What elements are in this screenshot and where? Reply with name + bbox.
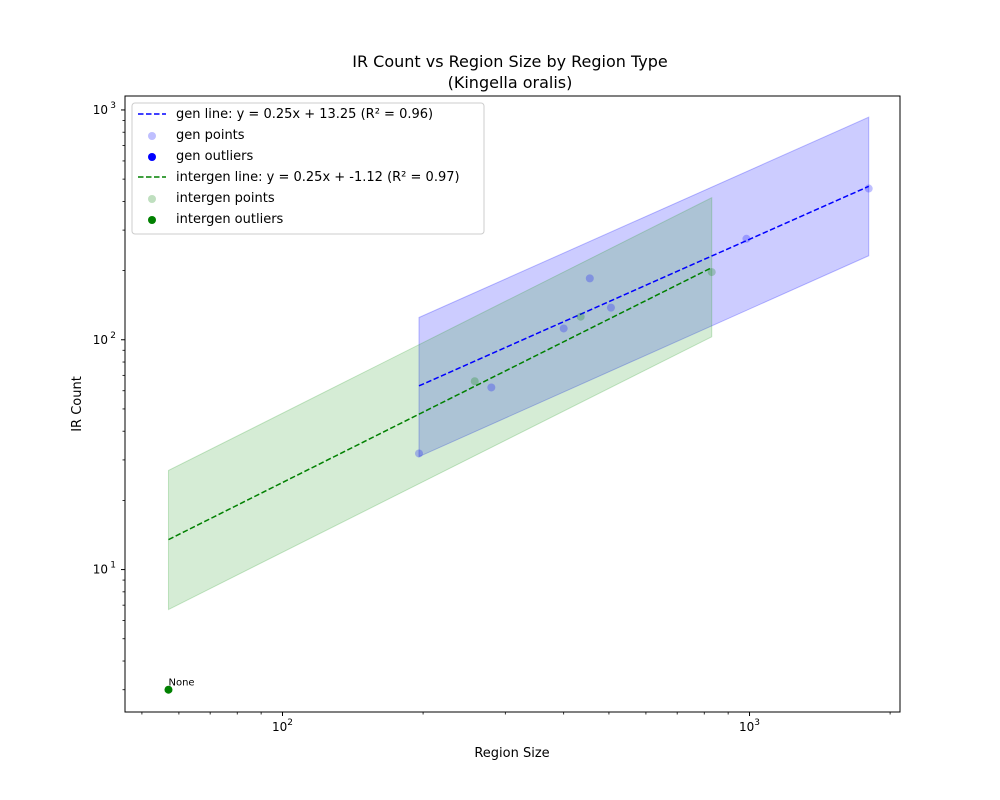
- gen-point-3: [585, 274, 594, 283]
- intergen-fit-line: [168, 266, 713, 541]
- legend-box: [131, 102, 485, 235]
- y-tick-label-0: 10: [93, 563, 108, 577]
- chart-subtitle: (Kingella oralis): [448, 73, 573, 92]
- x-tick-label-0: 102: [272, 718, 293, 734]
- x-axis: 102 103: [141, 712, 891, 734]
- gen-point-0: [414, 449, 423, 458]
- intergen-band: [167, 196, 713, 611]
- legend-swatch-1: [148, 132, 156, 140]
- legend-swatch-2: [148, 153, 156, 161]
- plot-frame: [124, 95, 901, 713]
- y-tick-label-1: 10: [93, 333, 108, 347]
- y-tick-exp-2: 3: [110, 101, 116, 111]
- legend: gen line: y = 0.25x + 13.25 (R² = 0.96) g…: [131, 102, 485, 235]
- y-tick-exp-1: 2: [110, 331, 116, 341]
- legend-label-4: intergen points: [176, 191, 275, 206]
- intergen-outlier-0: [164, 685, 173, 694]
- y-tick-label-2: 10: [93, 103, 108, 117]
- legend-label-1: gen points: [176, 128, 245, 143]
- chart-title: IR Count vs Region Size by Region Type: [352, 52, 668, 71]
- y-tick-exp-0: 1: [110, 561, 116, 571]
- legend-label-5: intergen outliers: [176, 212, 284, 227]
- gen-band: [418, 116, 870, 458]
- x-tick-label-1: 103: [739, 718, 760, 734]
- intergen-point-0: [470, 377, 479, 386]
- intergen-outlier-label-0: None: [168, 678, 194, 689]
- gen-point-4: [606, 303, 615, 312]
- y-axis-label: IR Count: [70, 376, 85, 432]
- legend-label-2: gen outliers: [176, 149, 253, 164]
- legend-label-3: intergen line: y = 0.25x + -1.12 (R² = 0…: [176, 170, 460, 185]
- gen-point-5: [742, 234, 751, 243]
- gen-point-1: [487, 383, 496, 392]
- gen-fit-line: [418, 185, 870, 387]
- gen-point-6: [864, 184, 873, 193]
- intergen-point-2: [707, 268, 716, 277]
- gen-point-2: [559, 324, 568, 333]
- legend-label-0: gen line: y = 0.25x + 13.25 (R² = 0.96): [176, 107, 433, 122]
- intergen-point-1: [576, 312, 585, 321]
- x-axis-label: Region Size: [474, 746, 549, 761]
- plot-area: None: [164, 116, 873, 694]
- legend-swatch-5: [148, 216, 156, 224]
- legend-swatch-4: [148, 195, 156, 203]
